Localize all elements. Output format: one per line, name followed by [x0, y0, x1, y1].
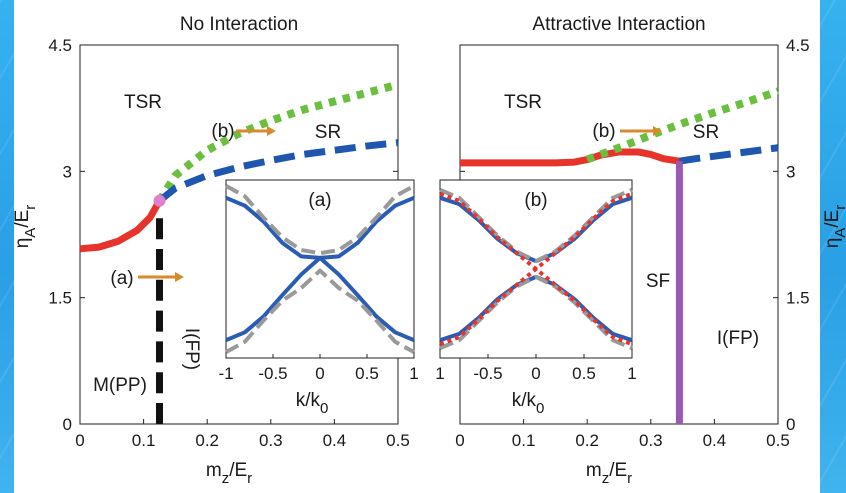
x-axis-label: mz/Er [586, 460, 632, 487]
inset-x-tick-label: -0.5 [473, 364, 502, 383]
inset-x-tick-label: 0.5 [572, 364, 596, 383]
label-sf: SF [646, 271, 670, 292]
x-axis-label-part: r [247, 470, 252, 487]
y-tick-label: 4.5 [786, 36, 810, 55]
inset-series-3 [225, 184, 415, 256]
x-tick-label: 0.5 [386, 431, 410, 450]
inset-x-tick-label: 0 [531, 364, 540, 383]
series-line-2 [156, 80, 400, 203]
series-line-3 [678, 144, 779, 165]
inset-x-tick-label: 1 [409, 364, 418, 383]
label-ifp: I(FP) [717, 328, 759, 349]
inset-1: k/k0 [225, 179, 415, 417]
y-tick-label: 0 [786, 415, 795, 434]
x-tick-label: 0.3 [259, 431, 283, 450]
x-tick-label: 0.3 [639, 431, 663, 450]
x-tick-label: 0.4 [703, 431, 727, 450]
arrow-a-head [175, 272, 184, 282]
y-axis-label-part: r [832, 205, 846, 210]
inset-x-tick-label: 0.5 [355, 364, 379, 383]
y-axis-label-part: r [22, 205, 39, 210]
inset-x-axis-label: k/k0 [512, 390, 545, 417]
inset-x-axis-label-part: k/k [296, 390, 321, 411]
series-line-3 [157, 139, 399, 204]
inset-x-tick-label: -0.5 [258, 364, 287, 383]
inset-label: (a) [308, 190, 331, 211]
label-b: (b) [592, 121, 615, 142]
y-axis-label-part: η [12, 238, 33, 249]
inset-x-tick-label: 1 [435, 364, 444, 383]
x-tick-label: 0.5 [766, 431, 790, 450]
y-tick-label: 3 [786, 162, 795, 181]
label-tsr: TSR [504, 92, 542, 113]
y-tick-label: 0 [63, 415, 72, 434]
y-axis-label-part: A [832, 228, 846, 238]
inset-x-axis-label-part: k/k [512, 390, 537, 411]
y-axis-label: ηA/Er [12, 205, 39, 249]
chart-title: Attractive Interaction [532, 14, 705, 35]
label-sr: SR [315, 122, 341, 143]
arrow-b-left-head [267, 126, 276, 136]
x-axis-label-part: m [586, 460, 602, 481]
x-tick-label: 0.4 [323, 431, 347, 450]
inset-x-axis-label-part: 0 [320, 400, 328, 417]
plot-panel [14, 0, 820, 493]
inset-label: (b) [524, 190, 547, 211]
y-tick-label: 1.5 [786, 289, 810, 308]
x-tick-label: 0.1 [132, 431, 156, 450]
label-mpp: M(PP) [93, 375, 147, 396]
y-tick-label: 4.5 [48, 36, 72, 55]
label-tsr: TSR [124, 92, 162, 113]
inset-x-axis-label: k/k0 [296, 390, 329, 417]
x-axis-label-part: /E [229, 460, 247, 481]
x-axis-label-part: m [206, 460, 222, 481]
inset-series-4 [225, 268, 415, 354]
y-axis-label: ηA/Er [822, 205, 846, 249]
inset-x-tick-label: 1 [627, 364, 636, 383]
label-sr: SR [693, 122, 719, 143]
arrow-b-right-head [653, 126, 662, 136]
y-axis-label-part: A [22, 228, 39, 238]
label-b: (b) [211, 121, 234, 142]
x-tick-label: 0 [75, 431, 84, 450]
critical-point-marker [153, 194, 166, 207]
label-a: (a) [110, 268, 133, 289]
x-tick-label: 0 [455, 431, 464, 450]
x-axis-label-part: z [222, 470, 230, 487]
inset-x-tick-label: 0 [315, 364, 324, 383]
inset-x-tick-label: -1 [218, 364, 233, 383]
chart-title: No Interaction [180, 14, 298, 35]
x-axis-label: mz/Er [206, 460, 252, 487]
x-axis-label-part: z [602, 470, 610, 487]
series-line-1 [79, 199, 163, 253]
y-axis-label-part: η [822, 238, 843, 249]
label-ifp-rotated: I(FP) [181, 328, 202, 370]
x-tick-label: 0.2 [575, 431, 599, 450]
series-line-2 [585, 87, 780, 164]
y-axis-label-part: /E [12, 210, 33, 228]
inset-series-2 [225, 255, 415, 343]
y-tick-label: 3 [63, 162, 72, 181]
inset-x-axis-label-part: 0 [536, 400, 544, 417]
x-tick-label: 0.2 [195, 431, 219, 450]
x-axis-label-part: /E [609, 460, 627, 481]
y-tick-label: 1.5 [48, 289, 72, 308]
inset-series-6 [439, 267, 633, 347]
y-axis-label-part: /E [822, 210, 843, 228]
inset-2: k/k0 [439, 179, 633, 417]
x-tick-label: 0.1 [512, 431, 536, 450]
x-axis-label-part: r [627, 470, 632, 487]
series-line-1 [460, 148, 680, 167]
